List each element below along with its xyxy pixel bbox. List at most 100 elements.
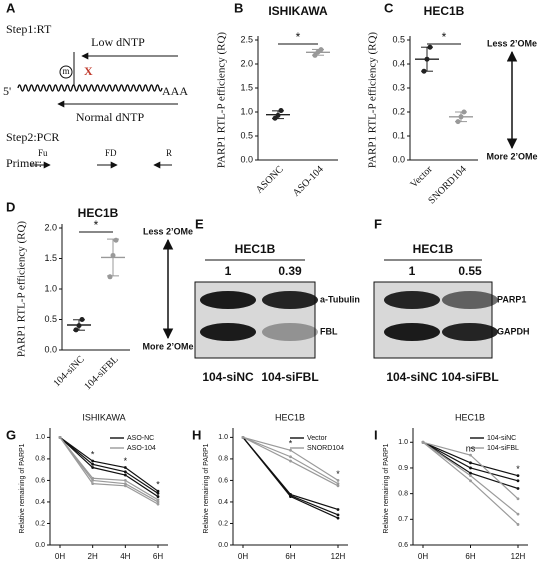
panel-letter: F [374, 216, 382, 231]
y-tick-label: 1.0 [398, 439, 408, 446]
y-tick-label: 0.2 [35, 520, 45, 527]
y-tick-label: 1.5 [44, 253, 57, 263]
step-label: Step1:RT [6, 22, 52, 36]
band [442, 323, 498, 341]
point [336, 482, 340, 486]
y-tick-label: 1.0 [44, 283, 57, 293]
point [76, 323, 82, 329]
y-tick-label: 0.2 [218, 520, 228, 527]
x-tick-label: 0H [418, 552, 428, 561]
arrow-label: More 2’OMe [142, 341, 193, 351]
chart-title: HEC1B [275, 412, 305, 422]
band-label: PARP1 [497, 294, 526, 304]
legend-label: ASO-NC [127, 435, 154, 442]
y-tick-label: 1.0 [218, 434, 228, 441]
y-tick-label: 0.4 [35, 499, 45, 506]
point [421, 68, 427, 74]
point [469, 466, 472, 470]
panel-letter: H [192, 427, 201, 442]
point [79, 317, 85, 322]
chart-title: ISHIKAWA [82, 412, 125, 422]
chart-title: ISHIKAWA [268, 4, 328, 18]
five-prime: 5' [3, 84, 11, 98]
point [110, 252, 116, 258]
line [59, 436, 159, 498]
band [262, 291, 318, 309]
point [421, 440, 425, 444]
blot-title: HEC1B [413, 242, 454, 256]
x-tick-label: ASO-104 [291, 164, 326, 199]
y-tick-label: 1.5 [240, 82, 253, 92]
point [156, 489, 160, 493]
chart-title: HEC1B [424, 4, 465, 18]
panel-letter: E [195, 216, 204, 231]
point [469, 453, 472, 457]
y-tick-label: 0.0 [240, 154, 253, 164]
point [73, 327, 79, 333]
primer-name: Fu [38, 148, 48, 158]
y-tick-label: 2.5 [240, 34, 253, 44]
panel-letter: I [374, 427, 378, 442]
band [200, 291, 256, 309]
y-tick-label: 0.0 [44, 344, 57, 354]
point [336, 484, 340, 488]
arrow-label: Less 2’OMe [143, 226, 193, 236]
y-tick-label: 2.0 [240, 58, 253, 68]
y-tick-label: 0.5 [392, 34, 405, 44]
mismatch-mark: X [84, 64, 93, 78]
y-axis-label: PARP1 RTL-P efficiency (RQ) [16, 221, 28, 357]
y-tick-label: 0.7 [398, 516, 408, 523]
band-label: FBL [320, 326, 338, 336]
point [318, 47, 324, 53]
point [458, 114, 464, 120]
y-tick-label: 0.6 [398, 542, 408, 549]
chart-title: HEC1B [455, 412, 485, 422]
x-tick-label: 6H [285, 552, 295, 561]
point [123, 466, 127, 469]
y-tick-label: 0.8 [218, 456, 228, 463]
point [469, 474, 472, 478]
x-tick-label: 4H [120, 552, 130, 561]
band [262, 323, 318, 341]
legend-label: ASO-104 [127, 445, 156, 452]
modification-circle [59, 65, 73, 79]
point [156, 498, 160, 502]
lane-label: 104-siFBL [261, 370, 318, 384]
point [336, 479, 340, 482]
rna-strand [17, 84, 163, 92]
y-tick-label: 0.0 [392, 154, 405, 164]
point [107, 274, 113, 280]
line [59, 436, 159, 494]
line [59, 436, 159, 492]
y-tick-label: 0.9 [398, 465, 408, 472]
line [59, 437, 159, 505]
x-tick-label: 2H [88, 552, 98, 561]
y-tick-label: 0.4 [218, 499, 228, 506]
significance-label: * [94, 218, 99, 232]
y-axis-label: Relative remaining of PARP1 [19, 443, 26, 533]
legend-label: Vector [307, 435, 328, 442]
lane-label: 104-siNC [202, 370, 254, 384]
primer-label: Primer: [6, 156, 42, 170]
y-tick-label: 0.8 [35, 456, 45, 463]
point [123, 470, 127, 474]
point [156, 495, 160, 498]
point [289, 448, 292, 452]
x-tick-label: 0H [238, 552, 248, 561]
annotation: * [156, 480, 160, 490]
primer-name: FD [105, 148, 117, 158]
band [384, 291, 440, 309]
point [469, 479, 472, 483]
line [59, 437, 159, 503]
x-tick-label: 6H [153, 552, 163, 561]
point [91, 459, 95, 463]
y-tick-label: 0.2 [392, 106, 405, 116]
point [156, 502, 160, 506]
point [91, 462, 95, 466]
point [424, 56, 430, 62]
point [469, 471, 472, 475]
arrow-label: More 2’OMe [486, 151, 537, 161]
significance-label: * [296, 30, 301, 44]
lane-label: 104-siFBL [441, 370, 498, 384]
point [312, 52, 318, 58]
